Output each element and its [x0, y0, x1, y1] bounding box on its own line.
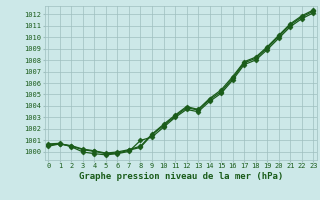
X-axis label: Graphe pression niveau de la mer (hPa): Graphe pression niveau de la mer (hPa) [79, 172, 283, 181]
